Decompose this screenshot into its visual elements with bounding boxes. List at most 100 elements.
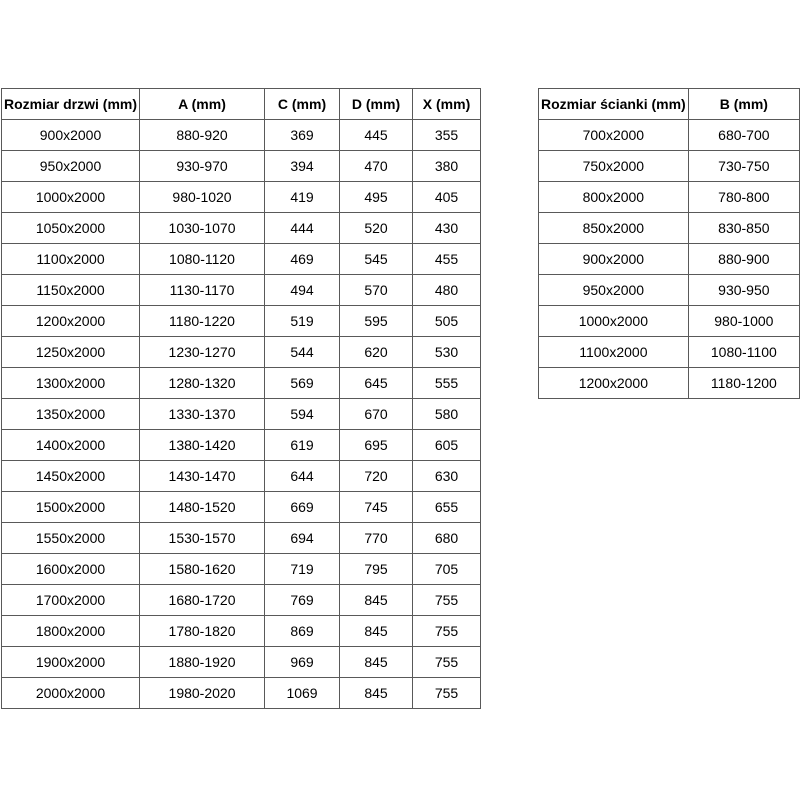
table-cell: 369 (264, 119, 341, 151)
table-cell: 700x2000 (538, 119, 689, 151)
table-cell: 755 (412, 646, 482, 678)
table-row: 1600x2000 1580-1620 719 795 705 (0, 553, 482, 585)
table-cell: 455 (412, 243, 482, 275)
table-cell: 1250x2000 (0, 336, 141, 368)
table-cell: 520 (339, 212, 414, 244)
table-cell: 694 (264, 522, 341, 554)
table-cell: 594 (264, 398, 341, 430)
table-cell: 1150x2000 (0, 274, 141, 306)
table-cell: 570 (339, 274, 414, 306)
table-cell: 419 (264, 181, 341, 213)
table-cell: 1280-1320 (139, 367, 266, 399)
table-cell: 1100x2000 (0, 243, 141, 275)
column-header: B (mm) (687, 88, 800, 120)
table-cell: 544 (264, 336, 341, 368)
table-cell: 1330-1370 (139, 398, 266, 430)
table-row: 700x2000 680-700 (538, 119, 800, 151)
wall-sizes-table: Rozmiar ścianki (mm) B (mm) 700x2000 680-7… (538, 88, 800, 399)
table-cell: 830-850 (687, 212, 800, 244)
table-cell: 900x2000 (538, 243, 689, 275)
table-cell: 394 (264, 150, 341, 182)
table-row: 1450x2000 1430-1470 644 720 630 (0, 460, 482, 492)
table-cell: 1000x2000 (538, 305, 689, 337)
table-cell: 880-920 (139, 119, 266, 151)
table-cell: 580 (412, 398, 482, 430)
table-row: 1100x2000 1080-1100 (538, 336, 800, 368)
table-cell: 1480-1520 (139, 491, 266, 523)
table-cell: 845 (339, 677, 414, 709)
table-cell: 1230-1270 (139, 336, 266, 368)
table-row: 1150x2000 1130-1170 494 570 480 (0, 274, 482, 306)
table-cell: 1080-1100 (687, 336, 800, 368)
table-cell: 1550x2000 (0, 522, 141, 554)
table-row: 1200x2000 1180-1220 519 595 505 (0, 305, 482, 337)
table-row: 1250x2000 1230-1270 544 620 530 (0, 336, 482, 368)
table-row: 800x2000 780-800 (538, 181, 800, 213)
table-row: 1400x2000 1380-1420 619 695 605 (0, 429, 482, 461)
table-cell: 1200x2000 (538, 367, 689, 399)
table-cell: 969 (264, 646, 341, 678)
table-row: 1200x2000 1180-1200 (538, 367, 800, 399)
table-cell: 1500x2000 (0, 491, 141, 523)
table-row: 1700x2000 1680-1720 769 845 755 (0, 584, 482, 616)
table-cell: 469 (264, 243, 341, 275)
column-header: D (mm) (339, 88, 414, 120)
table-cell: 405 (412, 181, 482, 213)
table-row: 950x2000 930-950 (538, 274, 800, 306)
table-cell: 755 (412, 584, 482, 616)
table-cell: 795 (339, 553, 414, 585)
table-cell: 930-950 (687, 274, 800, 306)
table-cell: 620 (339, 336, 414, 368)
table-cell: 900x2000 (0, 119, 141, 151)
table-row: 900x2000 880-920 369 445 355 (0, 119, 482, 151)
table-cell: 1350x2000 (0, 398, 141, 430)
table-cell: 1180-1200 (687, 367, 800, 399)
table-row: 1800x2000 1780-1820 869 845 755 (0, 615, 482, 647)
table-cell: 480 (412, 274, 482, 306)
table-cell: 669 (264, 491, 341, 523)
table-cell: 1400x2000 (0, 429, 141, 461)
table-cell: 2000x2000 (0, 677, 141, 709)
table-cell: 644 (264, 460, 341, 492)
table-cell: 430 (412, 212, 482, 244)
table-cell: 1100x2000 (538, 336, 689, 368)
table-cell: 1180-1220 (139, 305, 266, 337)
table-row: 1500x2000 1480-1520 669 745 655 (0, 491, 482, 523)
table-cell: 680-700 (687, 119, 800, 151)
table-row: 900x2000 880-900 (538, 243, 800, 275)
table-cell: 670 (339, 398, 414, 430)
table-cell: 1050x2000 (0, 212, 141, 244)
table-cell: 705 (412, 553, 482, 585)
table-cell: 1130-1170 (139, 274, 266, 306)
column-header: Rozmiar drzwi (mm) (0, 88, 141, 120)
column-header: X (mm) (412, 88, 482, 120)
table-cell: 1580-1620 (139, 553, 266, 585)
table-cell: 505 (412, 305, 482, 337)
table-cell: 1000x2000 (0, 181, 141, 213)
wall-sizes-header-row: Rozmiar ścianki (mm) B (mm) (538, 88, 800, 120)
door-sizes-table: Rozmiar drzwi (mm) A (mm) C (mm) D (mm) X (m… (0, 88, 482, 709)
table-cell: 655 (412, 491, 482, 523)
table-cell: 1430-1470 (139, 460, 266, 492)
table-cell: 730-750 (687, 150, 800, 182)
table-cell: 845 (339, 584, 414, 616)
table-cell: 645 (339, 367, 414, 399)
table-cell: 1980-2020 (139, 677, 266, 709)
table-cell: 1080-1120 (139, 243, 266, 275)
table-row: 850x2000 830-850 (538, 212, 800, 244)
table-row: 1050x2000 1030-1070 444 520 430 (0, 212, 482, 244)
table-cell: 1380-1420 (139, 429, 266, 461)
table-cell: 1700x2000 (0, 584, 141, 616)
table-cell: 745 (339, 491, 414, 523)
table-row: 950x2000 930-970 394 470 380 (0, 150, 482, 182)
table-cell: 1680-1720 (139, 584, 266, 616)
table-cell: 845 (339, 615, 414, 647)
table-cell: 1780-1820 (139, 615, 266, 647)
table-cell: 750x2000 (538, 150, 689, 182)
table-cell: 1880-1920 (139, 646, 266, 678)
table-cell: 695 (339, 429, 414, 461)
table-cell: 1030-1070 (139, 212, 266, 244)
table-cell: 950x2000 (0, 150, 141, 182)
table-row: 1550x2000 1530-1570 694 770 680 (0, 522, 482, 554)
table-cell: 545 (339, 243, 414, 275)
